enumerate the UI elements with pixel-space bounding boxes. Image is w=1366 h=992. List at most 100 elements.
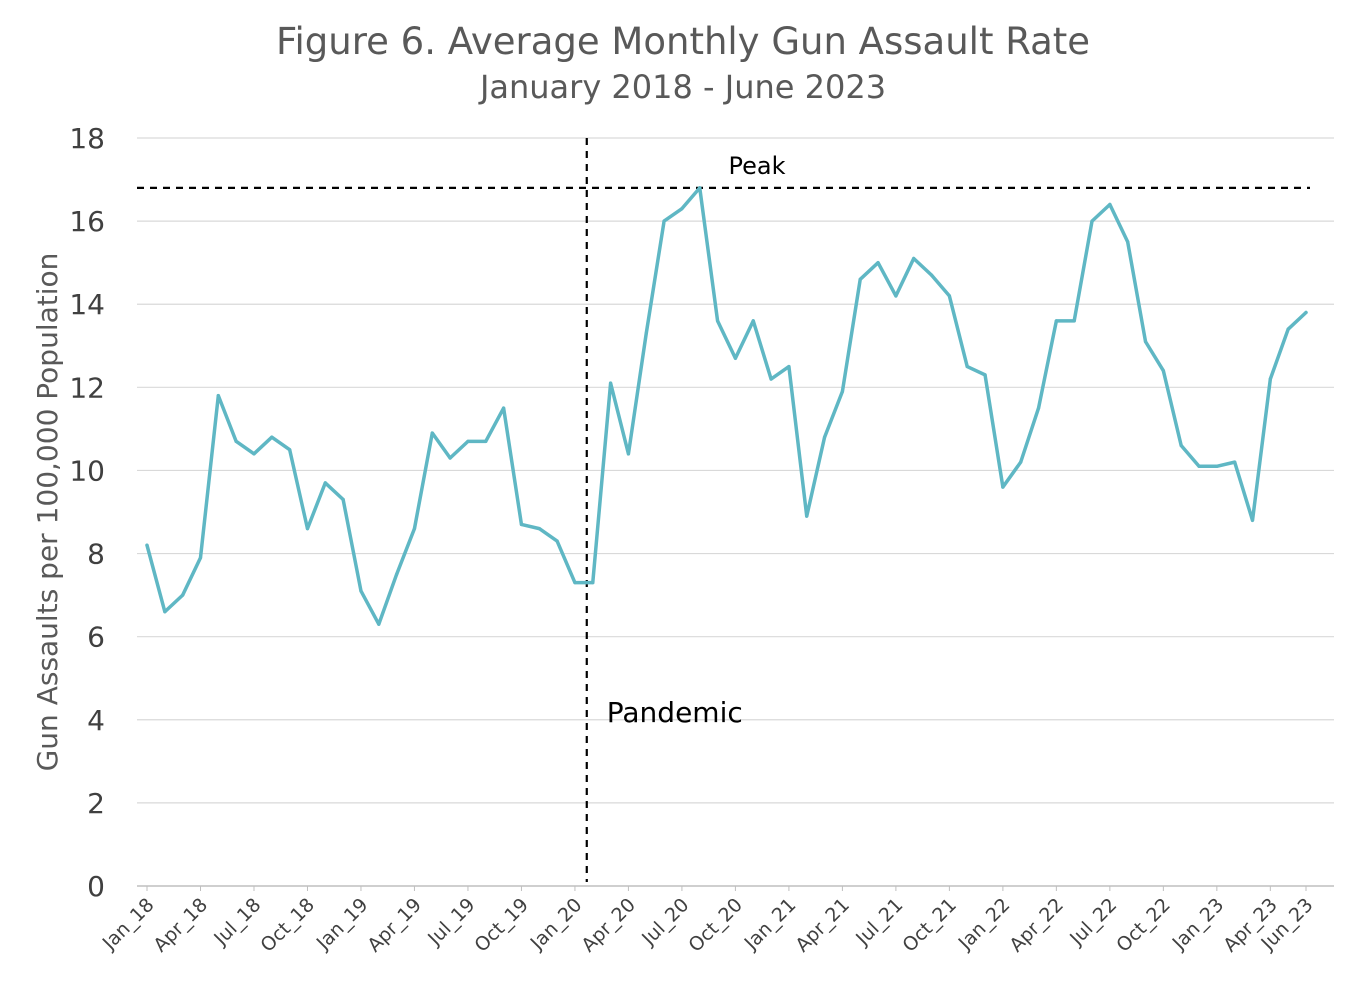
data-point xyxy=(1179,443,1183,448)
x-tick-label: Jan_21 xyxy=(740,894,801,955)
series-group xyxy=(145,186,1308,626)
data-point xyxy=(983,373,987,377)
annotations: Peak Pandemic xyxy=(137,138,1310,882)
data-point xyxy=(1268,377,1272,381)
data-point xyxy=(1108,202,1112,207)
data-point xyxy=(626,452,631,456)
y-tick-label: 12 xyxy=(69,371,105,404)
data-point xyxy=(1233,460,1237,464)
data-point xyxy=(805,514,809,518)
x-tick-label: Apr_18 xyxy=(149,894,212,957)
data-point xyxy=(484,439,488,443)
series-line xyxy=(145,186,1308,626)
y-tick-label: 2 xyxy=(87,787,105,820)
data-point xyxy=(733,356,738,360)
data-point xyxy=(1054,319,1058,323)
x-tick-label: Jan_20 xyxy=(526,894,587,955)
y-axis-label: Gun Assaults per 100,000 Population xyxy=(31,253,64,772)
data-point xyxy=(769,377,773,381)
data-point xyxy=(1126,240,1130,244)
data-point xyxy=(448,456,452,460)
data-point xyxy=(715,319,720,323)
data-point xyxy=(1001,485,1005,489)
data-point xyxy=(929,273,934,277)
data-point xyxy=(430,431,434,435)
y-tick-label: 4 xyxy=(87,704,105,737)
y-tick-labels: 0 2 4 6 8 10 12 14 16 18 xyxy=(69,122,105,903)
data-point xyxy=(181,593,185,597)
x-tick-label: Oct_20 xyxy=(684,894,747,957)
data-point xyxy=(1036,406,1041,410)
y-tick-label: 0 xyxy=(87,870,105,903)
data-point xyxy=(1090,219,1094,223)
data-point xyxy=(912,256,916,261)
y-tick-label: 16 xyxy=(69,205,105,238)
data-point xyxy=(341,497,345,502)
peak-label: Peak xyxy=(729,152,786,180)
pandemic-label: Pandemic xyxy=(607,696,743,729)
data-point xyxy=(680,207,684,211)
data-point xyxy=(466,439,470,443)
data-point xyxy=(145,543,149,547)
gridlines xyxy=(137,137,1334,887)
x-tick-labels: Jan_18Apr_18Jul_18Oct_18Jan_19Apr_19Jul_… xyxy=(98,886,1318,957)
data-point xyxy=(1250,518,1255,522)
y-tick-label: 18 xyxy=(69,122,105,155)
x-tick-label: Oct_21 xyxy=(898,894,961,957)
data-point xyxy=(198,556,203,560)
data-point xyxy=(377,622,381,626)
y-tick-label: 6 xyxy=(87,621,105,654)
y-tick-label: 10 xyxy=(69,454,105,487)
data-point xyxy=(1215,464,1219,468)
y-tick-label: 8 xyxy=(87,538,105,571)
data-point xyxy=(305,527,310,531)
x-tick-label: Oct_18 xyxy=(256,894,319,957)
data-point xyxy=(163,610,167,614)
data-point xyxy=(216,394,220,398)
data-point xyxy=(1019,460,1023,464)
data-point xyxy=(573,581,577,585)
x-tick-label: Jan_22 xyxy=(954,894,1015,955)
data-point xyxy=(270,435,274,439)
x-tick-label: Apr_22 xyxy=(1005,894,1068,957)
data-point xyxy=(609,381,613,385)
chart-title: Figure 6. Average Monthly Gun Assault Ra… xyxy=(276,20,1090,63)
data-point xyxy=(519,522,524,527)
data-point xyxy=(288,448,292,452)
data-point xyxy=(947,294,951,298)
data-point xyxy=(1143,340,1148,344)
data-point xyxy=(537,527,541,531)
data-point xyxy=(234,439,238,443)
x-tick-label: Jan_19 xyxy=(312,894,373,955)
data-point xyxy=(894,294,898,298)
data-point xyxy=(644,331,648,335)
x-tick-label: Oct_22 xyxy=(1112,894,1175,957)
data-point xyxy=(751,319,755,323)
data-point xyxy=(1286,327,1290,331)
chart-subtitle: January 2018 - June 2023 xyxy=(478,68,886,106)
data-point xyxy=(252,452,256,456)
x-tick-label: Jan_18 xyxy=(98,894,159,955)
data-point xyxy=(591,581,595,585)
x-tick-label: Apr_21 xyxy=(791,894,854,957)
data-point xyxy=(662,219,666,223)
data-point xyxy=(1304,310,1308,315)
data-point xyxy=(323,481,327,485)
x-tick-label: Apr_19 xyxy=(363,894,426,957)
data-point xyxy=(395,572,399,576)
x-tick-label: Apr_20 xyxy=(577,894,640,957)
x-tick-label: Oct_19 xyxy=(470,894,533,957)
data-point xyxy=(858,277,862,281)
data-point xyxy=(412,527,417,531)
data-point xyxy=(1197,464,1201,468)
data-point xyxy=(359,589,363,593)
data-point xyxy=(840,389,845,394)
data-point xyxy=(965,364,969,369)
data-point xyxy=(876,261,880,265)
data-point xyxy=(822,435,827,439)
x-tick-label: Jan_23 xyxy=(1168,894,1229,955)
data-point xyxy=(1161,369,1165,373)
y-tick-label: 14 xyxy=(69,288,105,321)
data-point xyxy=(698,186,702,190)
